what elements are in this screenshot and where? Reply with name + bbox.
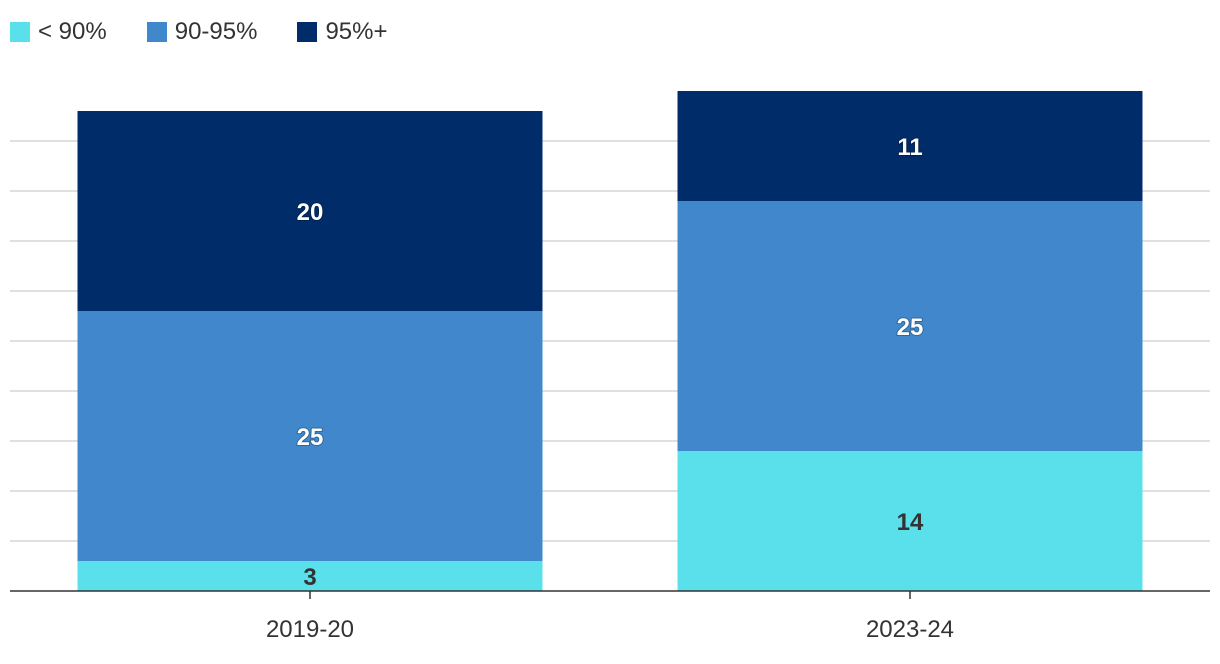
legend-item-95-plus: 95%+ <box>297 18 388 46</box>
data-label-2019-20-2: 20 <box>297 199 324 226</box>
legend: < 90% 90-95% 95%+ <box>10 16 428 48</box>
legend-label-95-plus: 95%+ <box>325 18 388 45</box>
bar-segment-2019-20-0 <box>77 561 543 591</box>
bar-segment-2023-24-1 <box>677 201 1143 451</box>
legend-swatch-90-95 <box>146 22 167 42</box>
x-tick-label-2023-24: 2023-24 <box>866 616 954 643</box>
data-label-2019-20-1: 25 <box>297 424 324 451</box>
legend-label-90-95: 90-95% <box>174 18 258 45</box>
legend-swatch-under-90 <box>10 22 30 42</box>
bar-segment-2023-24-0 <box>677 451 1143 591</box>
bar-segment-2023-24-2 <box>677 91 1143 201</box>
data-label-2023-24-2: 11 <box>897 134 922 161</box>
bar-segment-2019-20-1 <box>77 311 543 561</box>
legend-item-90-95: 90-95% <box>146 18 258 46</box>
bar-segment-2019-20-2 <box>77 111 543 311</box>
data-label-2023-24-1: 25 <box>897 314 924 341</box>
data-label-2023-24-0: 14 <box>897 509 924 536</box>
legend-item-under-90: < 90% <box>10 18 107 46</box>
legend-swatch-95-plus <box>297 22 318 42</box>
data-label-2019-20-0: 3 <box>303 564 316 591</box>
legend-label-under-90: < 90% <box>38 18 107 45</box>
x-tick-label-2019-20: 2019-20 <box>266 616 354 643</box>
